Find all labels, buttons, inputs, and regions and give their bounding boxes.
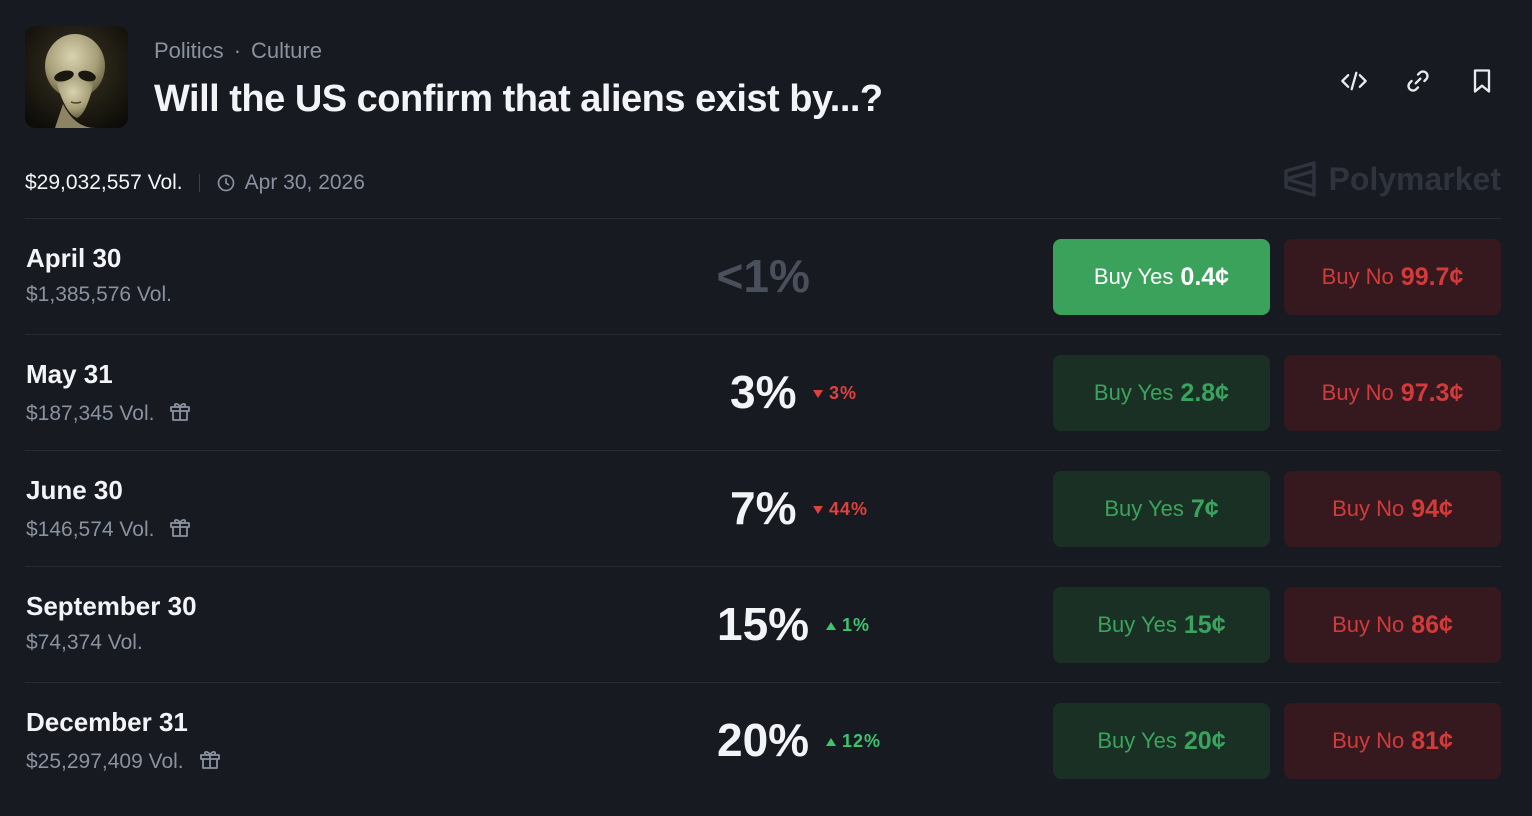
buy-yes-button[interactable]: Buy Yes 7¢ [1053,471,1270,547]
embed-icon [1341,71,1367,91]
outcome-volume-line: $25,297,409 Vol. [26,747,222,777]
outcome-label: December 31 [26,707,188,737]
buy-yes-label: Buy Yes [1093,380,1174,405]
page-title: Will the US confirm that aliens exist by… [154,78,883,120]
buy-no-price: 99.7¢ [1400,262,1464,291]
copy-link-button[interactable] [1399,62,1437,100]
market-meta: $29,032,557 Vol. Apr 30, 2026 Polymarket [25,161,1501,198]
market-row[interactable]: December 31 $25,297,409 Vol. 20% 12% Buy Yes… [25,682,1501,798]
buy-yes-label: Buy Yes [1093,264,1174,289]
outcome-volume: $1,385,576 Vol. [26,283,172,306]
market-row[interactable]: June 30 $146,574 Vol. 7% 44% Buy Yes 7¢ Buy No… [25,450,1501,566]
outcome-label: April 30 [26,243,122,273]
gift-icon [170,518,191,537]
brand-name: Polymarket [1328,160,1501,197]
market-header: Politics · Culture Will the US confirm t… [25,26,1501,128]
buy-no-button[interactable]: Buy No 99.7¢ [1284,239,1501,315]
market-thumbnail [25,26,128,128]
outcome-probability: 3% [730,366,797,418]
buy-yes-price: 15¢ [1183,610,1226,639]
meta-divider [198,174,200,192]
outcome-label: June 30 [26,475,123,505]
probability-change-value: 44% [829,499,869,519]
polymarket-icon [1284,161,1317,197]
probability-change-value: 12% [842,731,882,751]
probability-change-value: 1% [842,615,871,635]
outcome-volume: $74,374 Vol. [26,631,143,654]
breadcrumb-politics[interactable]: Politics [154,38,224,63]
breadcrumb: Politics · Culture [154,38,322,64]
buy-no-price: 81¢ [1411,726,1453,755]
link-icon [1407,70,1429,92]
outcome-volume: $25,297,409 Vol. [26,750,184,773]
buy-yes-price: 20¢ [1183,726,1226,755]
market-row[interactable]: April 30 $1,385,576 Vol. <1% Buy Yes 0.4¢ Buy… [25,218,1501,334]
alien-image [25,26,128,128]
buy-yes-label: Buy Yes [1097,612,1177,637]
outcome-volume: $187,345 Vol. [26,402,155,425]
probability-change: 1% [825,615,870,636]
probability-change: 44% [812,499,868,520]
breadcrumb-culture[interactable]: Culture [251,38,322,63]
buy-yes-label: Buy Yes [1104,496,1184,521]
total-volume: $29,032,557 Vol. [25,171,183,194]
buy-no-button[interactable]: Buy No 81¢ [1284,703,1501,779]
embed-button[interactable] [1335,62,1373,100]
rewards-button[interactable] [198,747,222,777]
rewards-button[interactable] [168,515,192,545]
outcome-label: May 31 [26,359,113,389]
buy-no-price: 86¢ [1411,610,1453,639]
clock-icon [217,174,234,192]
buy-yes-price: 7¢ [1190,494,1219,523]
outcome-probability: 7% [730,482,797,534]
buy-no-button[interactable]: Buy No 86¢ [1284,587,1501,663]
gift-icon [199,750,220,769]
outcome-volume-line: $74,374 Vol. [26,631,143,655]
probability-change: 12% [825,731,881,752]
end-date: Apr 30, 2026 [216,171,365,195]
outcome-volume-line: $1,385,576 Vol. [26,283,172,307]
market-row[interactable]: May 31 $187,345 Vol. 3% 3% Buy Yes 2.8¢ Buy No… [25,334,1501,450]
breadcrumb-separator: · [233,38,242,63]
buy-yes-price: 0.4¢ [1180,262,1230,291]
buy-no-price: 97.3¢ [1400,378,1464,407]
buy-yes-button[interactable]: Buy Yes 2.8¢ [1053,355,1270,431]
triangle-up-icon [826,621,836,630]
outcome-volume: $146,574 Vol. [26,518,155,541]
buy-yes-button[interactable]: Buy Yes 0.4¢ [1053,239,1270,315]
buy-yes-button[interactable]: Buy Yes 20¢ [1053,703,1270,779]
triangle-up-icon [826,737,836,746]
buy-no-label: Buy No [1332,496,1405,521]
market-row[interactable]: September 30 $74,374 Vol. 15% 1% Buy Yes 15¢ B… [25,566,1501,682]
buy-no-button[interactable]: Buy No 97.3¢ [1284,355,1501,431]
buy-no-button[interactable]: Buy No 94¢ [1284,471,1501,547]
triangle-down-icon [813,389,823,398]
buy-no-label: Buy No [1332,612,1405,637]
triangle-down-icon [813,505,823,514]
buy-no-label: Buy No [1321,380,1394,405]
bookmark-icon [1473,69,1491,93]
buy-yes-price: 2.8¢ [1180,378,1230,407]
gift-icon [170,402,191,421]
outcome-label: September 30 [26,591,197,621]
probability-change: 3% [812,383,857,404]
end-date-text: Apr 30, 2026 [244,171,365,194]
buy-yes-button[interactable]: Buy Yes 15¢ [1053,587,1270,663]
buy-no-label: Buy No [1332,728,1405,753]
header-actions [1335,62,1501,100]
probability-change-value: 3% [829,383,858,403]
buy-no-price: 94¢ [1411,494,1453,523]
outcome-probability: 15% [717,598,810,650]
outcome-probability: 20% [717,714,810,766]
outcome-volume-line: $146,574 Vol. [26,515,192,545]
bookmark-button[interactable] [1463,62,1501,100]
rewards-button[interactable] [168,399,192,429]
outcome-probability: <1% [716,250,810,302]
buy-no-label: Buy No [1321,264,1394,289]
buy-yes-label: Buy Yes [1097,728,1177,753]
polymarket-logo: Polymarket [1282,160,1501,198]
outcome-volume-line: $187,345 Vol. [26,399,192,429]
outcome-list: April 30 $1,385,576 Vol. <1% Buy Yes 0.4¢ Buy… [25,218,1501,798]
